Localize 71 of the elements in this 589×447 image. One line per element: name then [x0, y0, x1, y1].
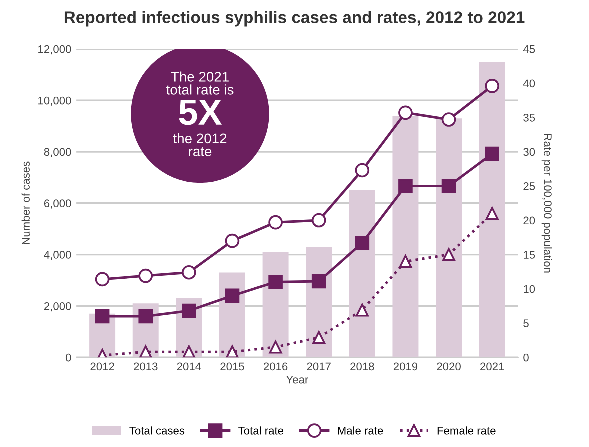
point: [226, 346, 239, 358]
y-tick-label: 4,000: [44, 251, 72, 260]
bar: [349, 190, 376, 358]
point: [399, 255, 412, 268]
y2-tick-label: 45: [523, 46, 536, 54]
y-tick-label: 2,000: [44, 302, 72, 312]
point: [486, 207, 499, 220]
y-tick-label: 8,000: [44, 148, 72, 158]
point: [138, 268, 154, 284]
point: [485, 146, 500, 162]
x-axis-title: Year: [286, 376, 308, 384]
point: [269, 340, 282, 354]
point: [95, 309, 110, 324]
point: [398, 179, 413, 194]
y2-tick-label: 25: [524, 182, 536, 190]
point: [182, 265, 196, 280]
point: [225, 234, 240, 248]
bar: [392, 116, 419, 358]
y-tick-label: 0: [66, 354, 72, 362]
y-axis-title: Number of cases: [22, 162, 30, 244]
point: [139, 346, 152, 358]
y-tick-label: 10,000: [38, 96, 72, 106]
x-tick-label: 2015: [220, 362, 244, 371]
x-tick-label: 2021: [480, 362, 504, 371]
point: [268, 275, 283, 290]
legend-label: Total rate: [238, 426, 284, 435]
x-tick-label: 2016: [264, 362, 288, 371]
point: [225, 288, 240, 304]
point: [485, 79, 500, 94]
y2-tick-label: 5: [524, 320, 529, 328]
x-tick-label: 2019: [394, 362, 418, 371]
point: [398, 106, 413, 120]
y2-axis-title: Rate per 100,000 population: [542, 134, 552, 273]
point: [138, 309, 154, 324]
point: [355, 163, 370, 178]
point: [442, 248, 456, 262]
point: [182, 304, 196, 318]
point: [182, 346, 196, 358]
annotation: 5X: [179, 100, 222, 126]
x-tick-label: 2017: [307, 362, 331, 371]
point: [356, 304, 369, 317]
legend-label: Total cases: [130, 426, 185, 435]
y2-tick-label: 20: [524, 216, 536, 225]
point: [355, 236, 370, 250]
y-tick-label: 12,000: [38, 45, 72, 55]
y-tick-label: 6,000: [44, 200, 72, 209]
y2-tick-label: 30: [524, 148, 536, 156]
point: [442, 112, 456, 127]
y2-tick-label: 40: [523, 80, 536, 88]
y2-tick-label: 0: [524, 354, 529, 362]
point: [95, 272, 110, 287]
point: [312, 213, 326, 228]
x-tick-label: 2020: [437, 362, 461, 371]
bar: [436, 118, 462, 358]
annotation: The 2021 total rate is: [166, 72, 234, 95]
legend-label: Female rate: [438, 426, 496, 435]
annotation: the 2012 rate: [173, 133, 227, 157]
x-tick-label: 2014: [177, 362, 202, 371]
x-tick-label: 2013: [134, 362, 158, 371]
x-tick-label: 2012: [90, 362, 114, 371]
bar: [479, 62, 506, 358]
point: [268, 215, 283, 230]
legend-label: Male rate: [338, 426, 384, 435]
y2-tick-label: 10: [524, 285, 536, 294]
point: [312, 274, 326, 289]
point: [442, 179, 456, 194]
chart-title: Reported infectious syphilis cases and rates, 2012 to 2021: [64, 11, 525, 27]
y2-tick-label: 15: [524, 251, 536, 259]
x-tick-label: 2018: [350, 362, 374, 371]
point: [312, 331, 326, 344]
y2-tick-label: 35: [524, 114, 536, 122]
